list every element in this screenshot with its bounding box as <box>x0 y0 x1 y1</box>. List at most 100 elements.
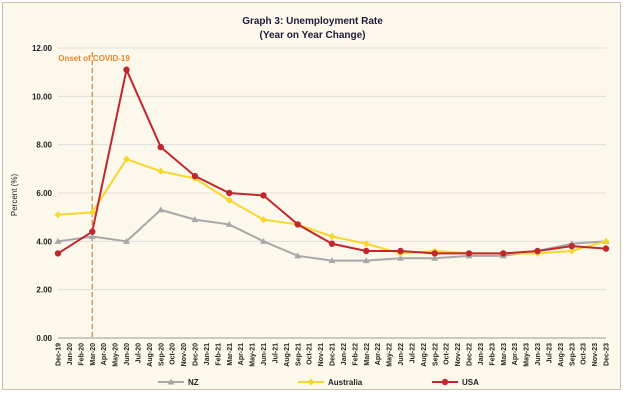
data-point <box>568 247 576 255</box>
data-point <box>362 257 370 264</box>
data-point <box>123 155 130 163</box>
legend-item-australia: Australia <box>298 378 363 387</box>
data-point <box>260 192 267 199</box>
x-tick-label: Jun-20 <box>124 343 131 366</box>
x-tick-label: Dec-20 <box>193 343 200 366</box>
x-tick-label: Jun-22 <box>398 343 405 366</box>
data-point <box>260 237 267 244</box>
legend-label: USA <box>462 378 479 387</box>
x-tick-label: Dec-22 <box>467 343 474 366</box>
x-tick-label: Apr-20 <box>101 343 108 365</box>
x-tick-label: Aug-20 <box>147 343 154 367</box>
x-tick-label: Oct-21 <box>307 343 314 365</box>
x-tick-label: May-23 <box>524 343 531 367</box>
x-tick-label: Jul-22 <box>409 343 416 363</box>
data-point <box>260 216 267 224</box>
legend: NZ Australia USA <box>158 378 479 387</box>
x-tick-label: Jan-22 <box>341 343 348 365</box>
x-tick-label: Aug-22 <box>421 343 428 367</box>
data-point <box>88 208 96 216</box>
x-tick-label: Nov-22 <box>455 343 462 366</box>
x-tick-label: Feb-22 <box>352 343 359 366</box>
data-point <box>534 247 541 255</box>
data-point <box>191 216 199 223</box>
x-tick-label: Mar-23 <box>501 343 508 366</box>
x-tick-label: Jan-20 <box>67 343 74 365</box>
y-tick-label: 12.00 <box>32 44 53 53</box>
series-line <box>57 66 607 255</box>
x-tick-label: Jul-20 <box>135 343 142 363</box>
x-tick-label: Jan-21 <box>204 343 211 365</box>
data-point <box>602 237 610 245</box>
data-point <box>431 254 439 261</box>
gridlines <box>58 47 606 339</box>
data-point <box>307 378 315 386</box>
data-point <box>88 233 96 239</box>
y-tick-label: 8.00 <box>36 141 52 150</box>
data-point <box>397 254 404 261</box>
x-tick-label: Sep-23 <box>569 343 576 366</box>
data-point <box>191 172 199 180</box>
x-tick-label: Dec-23 <box>604 343 611 366</box>
y-tick-label: 10.00 <box>32 92 53 101</box>
y-tick-label: 0.00 <box>36 334 52 343</box>
legend-label: Australia <box>328 378 363 387</box>
data-point <box>294 252 302 259</box>
data-point <box>431 250 438 257</box>
data-point <box>123 237 130 244</box>
legend-item-usa: USA <box>432 378 479 387</box>
y-axis-ticks: 0.00 2.00 4.00 6.00 8.00 10.00 12.00 <box>32 44 53 343</box>
x-tick-label: Feb-23 <box>489 343 496 366</box>
data-point <box>157 206 165 213</box>
x-tick-label: Nov-23 <box>592 343 599 366</box>
data-point <box>54 237 62 244</box>
x-tick-label: Feb-20 <box>78 343 85 366</box>
data-point <box>157 143 164 151</box>
series-usa <box>54 66 610 257</box>
data-point <box>362 240 370 248</box>
data-point <box>225 220 233 227</box>
data-point <box>568 242 575 250</box>
x-tick-label: Aug-23 <box>558 343 565 367</box>
series-lines <box>54 66 610 264</box>
x-axis-ticks: Dec-19 Jan-20 Feb-20 Mar-20 Apr-20 May-20 Jun-… <box>56 343 611 367</box>
y-tick-label: 6.00 <box>36 189 52 198</box>
x-tick-label: Jan-23 <box>478 343 485 365</box>
data-point <box>500 250 507 257</box>
x-tick-label: Jun-23 <box>535 343 542 366</box>
covid-annotation: Onset of COVID-19 <box>58 52 130 338</box>
data-point <box>397 247 404 255</box>
data-point <box>167 378 175 385</box>
data-point <box>465 250 473 257</box>
x-tick-label: Mar-21 <box>227 343 234 366</box>
data-point <box>54 211 62 219</box>
data-point <box>602 245 610 252</box>
x-tick-label: Sep-21 <box>295 343 302 366</box>
y-tick-label: 2.00 <box>36 286 52 295</box>
y-tick-label: 4.00 <box>36 237 52 246</box>
data-point <box>328 257 336 264</box>
chart-frame <box>2 2 621 390</box>
data-point <box>441 378 449 386</box>
x-tick-label: Sep-20 <box>158 343 165 366</box>
data-point <box>89 228 96 235</box>
x-tick-label: Oct-23 <box>581 343 588 365</box>
x-tick-label: Apr-22 <box>375 343 382 365</box>
x-tick-label: Feb-21 <box>215 343 222 366</box>
chart-subtitle: (Year on Year Change) <box>259 30 366 41</box>
x-tick-label: Mar-22 <box>364 343 371 366</box>
data-point <box>157 167 165 175</box>
annotation-label: Onset of COVID-19 <box>58 54 130 63</box>
x-tick-label: Nov-21 <box>318 343 325 366</box>
x-tick-label: Dec-21 <box>330 343 337 366</box>
y-axis-label: Percent (%) <box>10 174 19 217</box>
data-point <box>225 196 233 204</box>
legend-item-nz: NZ <box>158 378 199 387</box>
x-tick-label: Jul-23 <box>546 343 553 363</box>
chart-title: Graph 3: Unemployment Rate <box>242 16 383 27</box>
x-tick-label: Nov-20 <box>181 343 188 366</box>
x-tick-label: Mar-20 <box>90 343 97 366</box>
data-point <box>363 247 370 255</box>
x-tick-label: Oct-20 <box>170 343 177 365</box>
